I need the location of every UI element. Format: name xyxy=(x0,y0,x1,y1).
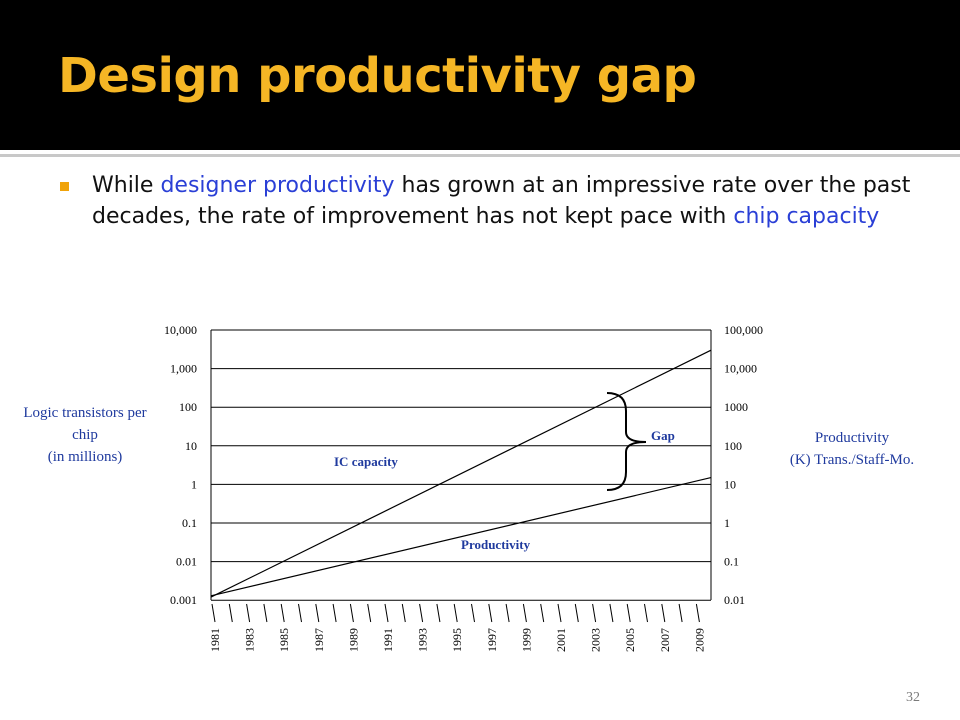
x-tick-mark xyxy=(644,603,648,623)
x-tick-mark xyxy=(592,603,597,623)
x-tick-mark xyxy=(384,603,389,623)
x-tick-label: 1999 xyxy=(519,628,533,652)
series-line xyxy=(210,349,712,598)
x-tick-mark xyxy=(367,603,372,623)
left-tick-label: 0.01 xyxy=(176,555,197,569)
left-axis-ticks: 10,000 1,000 100 10 1 0.1 0.01 0.001 xyxy=(164,323,197,607)
left-tick-label: 100 xyxy=(179,400,197,414)
gap-brace xyxy=(606,392,647,491)
right-tick-label: 1 xyxy=(724,516,730,530)
x-tick-mark xyxy=(695,603,700,623)
right-axis-label-line-2: (K) Trans./Staff-Mo. xyxy=(790,452,914,468)
right-tick-label: 100 xyxy=(724,439,742,453)
bullet-square-icon xyxy=(60,182,69,191)
bullet-text-part: While xyxy=(92,173,161,198)
x-tick-label: 1981 xyxy=(208,628,222,652)
x-tick-label: 1983 xyxy=(243,628,257,652)
right-tick-label: 10,000 xyxy=(724,362,757,376)
x-tick-mark xyxy=(280,603,285,623)
left-tick-label: 0.1 xyxy=(182,516,197,530)
productivity-label: Productivity xyxy=(461,537,531,552)
x-tick-mark xyxy=(246,603,251,623)
x-tick-mark xyxy=(540,603,545,623)
right-axis-ticks: 100,000 10,000 1000 100 10 1 0.1 0.01 xyxy=(724,323,763,607)
right-axis-label-line-1: Productivity xyxy=(815,430,890,446)
x-tick-mark xyxy=(332,603,337,623)
x-tick-label: 1991 xyxy=(381,628,395,652)
x-tick-label: 1993 xyxy=(416,628,430,652)
page-number: 32 xyxy=(906,690,920,705)
x-tick-mark xyxy=(401,603,406,623)
right-tick-label: 100,000 xyxy=(724,323,763,337)
x-tick-mark xyxy=(557,603,562,623)
highlight-chip-capacity: chip capacity xyxy=(733,204,880,229)
title-bar xyxy=(0,0,960,150)
left-axis-label-line-2: chip xyxy=(72,427,98,443)
ic-capacity-label: IC capacity xyxy=(334,454,398,469)
series-line xyxy=(210,477,712,597)
x-tick-label: 1985 xyxy=(277,628,291,652)
x-tick-label: 2009 xyxy=(692,628,706,652)
x-tick-label: 1987 xyxy=(312,628,326,652)
series-lines xyxy=(210,349,712,598)
x-tick-label: 1995 xyxy=(450,628,464,652)
right-tick-label: 0.1 xyxy=(724,555,739,569)
bullet-text-part: has grown at an impressive rate over the… xyxy=(92,173,911,229)
x-tick-mark xyxy=(419,603,424,623)
title-divider xyxy=(0,154,960,157)
x-tick-mark xyxy=(228,603,233,623)
x-tick-mark xyxy=(263,603,268,623)
right-tick-label: 0.01 xyxy=(724,593,745,607)
left-axis-label-line-1: Logic transistors per xyxy=(23,405,146,421)
x-tick-mark xyxy=(488,603,493,623)
x-tick-mark xyxy=(349,603,354,623)
right-tick-label: 10 xyxy=(724,477,736,491)
x-tick-label: 2005 xyxy=(623,628,637,652)
x-tick-mark xyxy=(298,603,302,623)
x-tick-label: 1989 xyxy=(346,628,360,652)
x-tick-label: 2003 xyxy=(589,628,603,652)
x-tick-mark xyxy=(609,603,614,623)
plot-frame xyxy=(210,330,712,600)
slide-title: Design productivity gap xyxy=(58,48,697,104)
x-tick-mark xyxy=(211,603,216,623)
x-tick-mark xyxy=(315,603,320,623)
x-tick-mark xyxy=(505,603,510,623)
x-tick-mark xyxy=(453,603,458,623)
x-tick-mark xyxy=(574,603,579,623)
left-tick-label: 1,000 xyxy=(170,362,197,376)
x-tick-mark xyxy=(522,603,527,623)
left-tick-label: 1 xyxy=(191,477,197,491)
left-tick-label: 0.001 xyxy=(170,593,197,607)
x-axis-ticks: 1981 1983 1985 1987 1989 1991 1993 1995 1997 1999… xyxy=(208,603,706,652)
x-tick-mark xyxy=(471,603,475,623)
left-tick-label: 10,000 xyxy=(164,323,197,337)
x-tick-mark xyxy=(661,603,666,623)
bullet-text: While designer productivity has grown at… xyxy=(92,170,922,232)
x-tick-label: 1997 xyxy=(485,628,499,652)
gridlines xyxy=(211,329,711,601)
gap-label: Gap xyxy=(651,428,675,443)
x-tick-label: 2007 xyxy=(658,628,672,652)
left-tick-label: 10 xyxy=(185,439,197,453)
x-tick-label: 2001 xyxy=(554,628,568,652)
highlight-designer-productivity: designer productivity xyxy=(160,173,395,198)
right-tick-label: 1000 xyxy=(724,400,748,414)
x-tick-mark xyxy=(678,603,683,623)
left-axis-label-line-3: (in millions) xyxy=(48,449,123,465)
x-tick-mark xyxy=(626,603,631,623)
x-tick-mark xyxy=(436,603,441,623)
